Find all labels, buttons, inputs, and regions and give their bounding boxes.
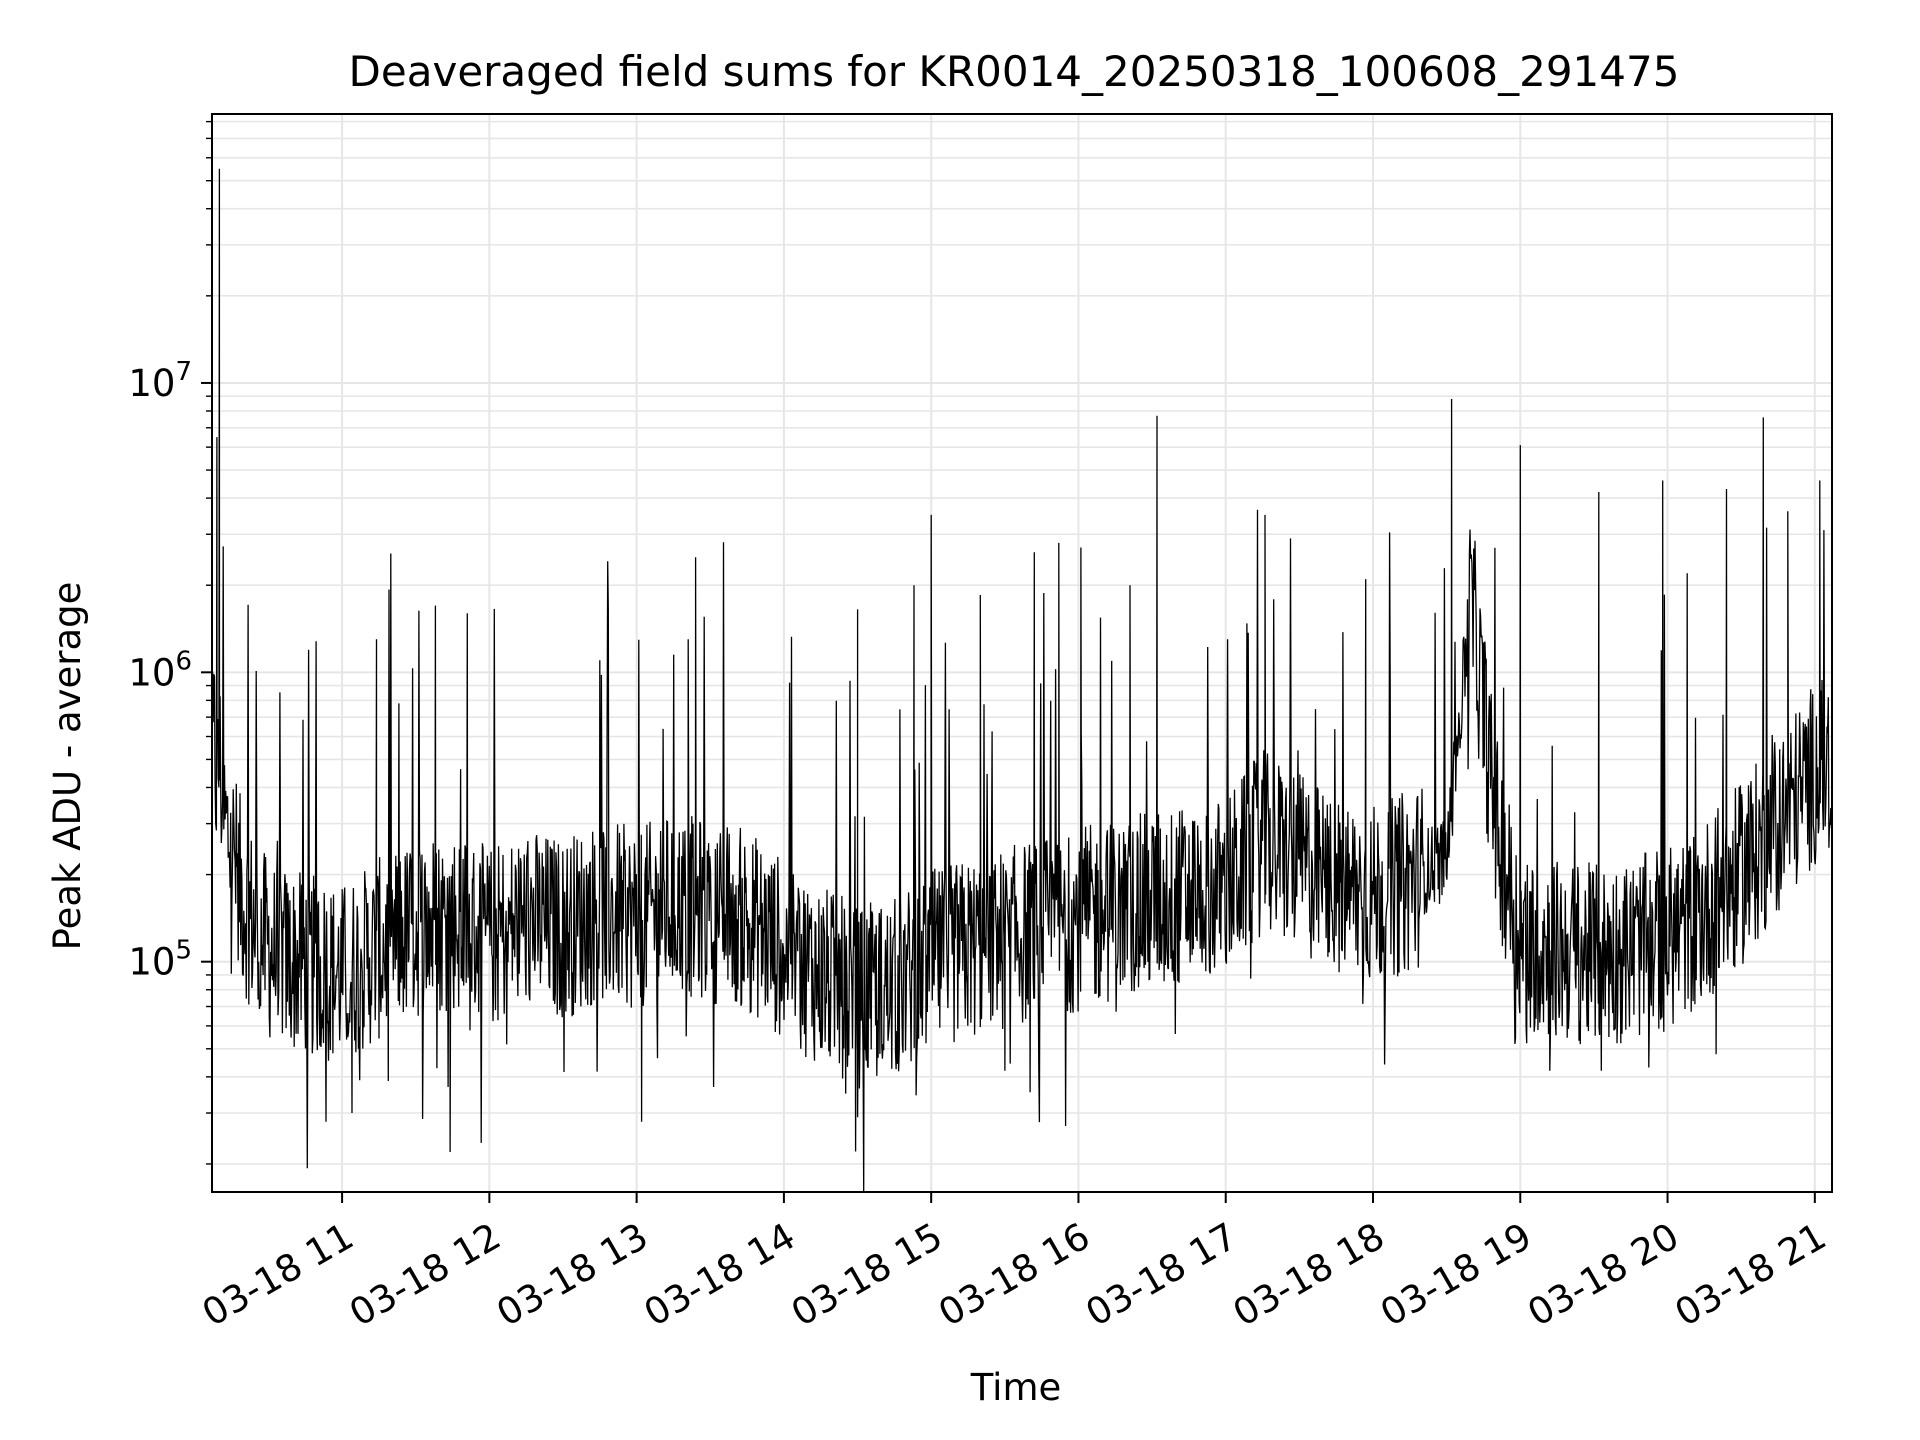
plot-frame (211, 113, 1833, 1193)
series-area (211, 168, 1833, 1193)
y-tick-label: 107 (128, 357, 192, 405)
x-axis-label: Time (970, 1366, 1062, 1409)
y-tick-label: 106 (128, 646, 192, 694)
y-tick-label: 105 (128, 936, 192, 984)
y-axis-label: Peak ADU - average (46, 582, 89, 951)
chart-title: Deaveraged field sums for KR0014_2025031… (349, 47, 1680, 96)
series-line (211, 168, 1833, 1193)
